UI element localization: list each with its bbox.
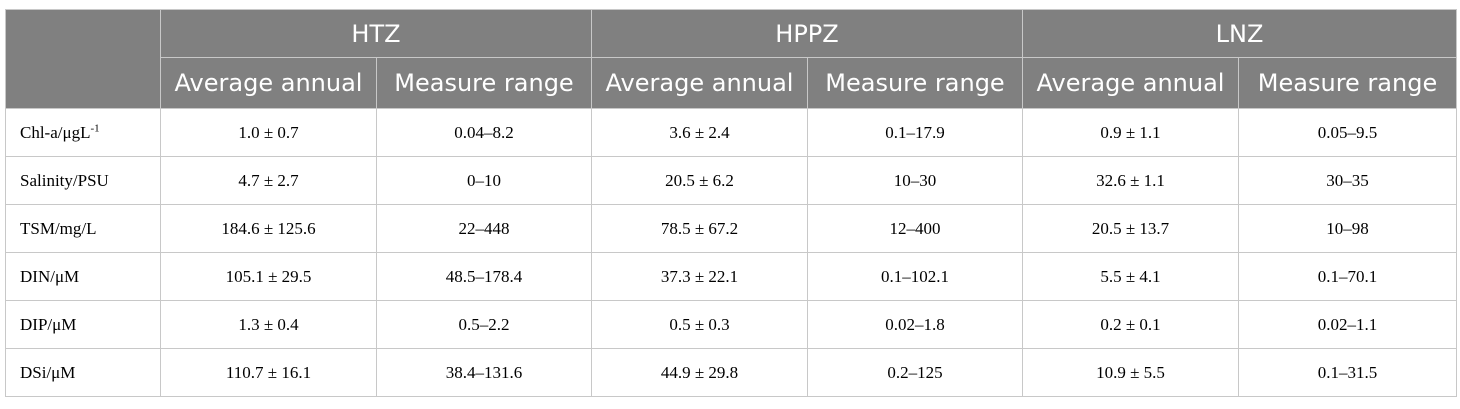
row-label-text: TSM/mg/L <box>20 218 97 238</box>
corner-cell <box>5 9 161 109</box>
table-cell: 0.02–1.1 <box>1237 300 1458 349</box>
row-label-text: Salinity/PSU <box>20 170 109 190</box>
table-cell: 0.5 ± 0.3 <box>591 300 808 349</box>
sub-header-htz-average: Average annual <box>160 57 377 109</box>
table-cell: 0.1–70.1 <box>1237 252 1458 301</box>
row-label-cell: Salinity/PSU <box>5 156 161 205</box>
table-cell: 48.5–178.4 <box>376 252 592 301</box>
row-label-cell: Chl-a/μgL-1 <box>5 108 161 157</box>
table-cell: 10–98 <box>1237 204 1458 253</box>
sub-header-hppz-range: Measure range <box>807 57 1023 109</box>
data-table: HTZ HPPZ LNZ Average annual Measure rang… <box>5 9 1458 397</box>
table-cell: 110.7 ± 16.1 <box>160 348 377 397</box>
sub-header-row: Average annual Measure range Average ann… <box>6 57 1458 109</box>
table-row: TSM/mg/L 184.6 ± 125.6 22–448 78.5 ± 67.2 12… <box>5 204 1458 253</box>
row-label-text: DIP/μM <box>20 314 77 334</box>
row-label: DIP/μM <box>20 315 76 334</box>
table-cell: 0–10 <box>376 156 592 205</box>
data-table-container: HTZ HPPZ LNZ Average annual Measure rang… <box>5 9 1458 397</box>
group-header-htz: HTZ <box>160 9 592 58</box>
row-label: DSi/μM <box>20 363 75 382</box>
table-row: DSi/μM 110.7 ± 16.1 38.4–131.6 44.9 ± 29.8 0… <box>5 348 1458 397</box>
row-label: Chl-a/μgL-1 <box>20 121 100 142</box>
table-cell: 10–30 <box>807 156 1023 205</box>
group-header-lnz: LNZ <box>1021 9 1458 58</box>
table-row: Salinity/PSU 4.7 ± 2.7 0–10 20.5 ± 6.2 10–30… <box>5 156 1458 205</box>
table-cell: 78.5 ± 67.2 <box>591 204 808 253</box>
row-label-text: DSi/μM <box>20 362 76 382</box>
table-cell: 0.1–17.9 <box>807 108 1023 157</box>
table-cell: 20.5 ± 6.2 <box>591 156 808 205</box>
table-row: DIP/μM 1.3 ± 0.4 0.5–2.2 0.5 ± 0.3 0.02–1.8 0… <box>5 300 1458 349</box>
table-cell: 0.2–125 <box>807 348 1023 397</box>
sub-header-lnz-range: Measure range <box>1237 57 1458 109</box>
table-cell: 0.9 ± 1.1 <box>1022 108 1239 157</box>
table-cell: 1.3 ± 0.4 <box>160 300 377 349</box>
table-cell: 38.4–131.6 <box>376 348 592 397</box>
sub-header-htz-range: Measure range <box>376 57 592 109</box>
table-cell: 5.5 ± 4.1 <box>1022 252 1239 301</box>
table-row: Chl-a/μgL-1 1.0 ± 0.7 0.04–8.2 3.6 ± 2.4 0.1… <box>5 108 1458 157</box>
table-cell: 30–35 <box>1237 156 1458 205</box>
table-cell: 0.05–9.5 <box>1237 108 1458 157</box>
row-label: DIN/μM <box>20 267 79 286</box>
sub-header-lnz-average: Average annual <box>1022 57 1239 109</box>
table-cell: 3.6 ± 2.4 <box>591 108 808 157</box>
group-header-row: HTZ HPPZ LNZ <box>5 9 1458 109</box>
row-label-text: DIN/μM <box>20 266 80 286</box>
row-label-superscript: -1 <box>90 121 100 134</box>
table-cell: 184.6 ± 125.6 <box>160 204 377 253</box>
row-label-cell: DIP/μM <box>5 300 161 349</box>
row-label-cell: DIN/μM <box>5 252 161 301</box>
table-cell: 44.9 ± 29.8 <box>591 348 808 397</box>
row-label: Salinity/PSU <box>20 171 109 190</box>
table-row: DIN/μM 105.1 ± 29.5 48.5–178.4 37.3 ± 22.1 0… <box>5 252 1458 301</box>
table-cell: 12–400 <box>807 204 1023 253</box>
table-cell: 0.1–31.5 <box>1237 348 1458 397</box>
table-cell: 105.1 ± 29.5 <box>160 252 377 301</box>
table-cell: 32.6 ± 1.1 <box>1022 156 1239 205</box>
table-cell: 20.5 ± 13.7 <box>1022 204 1239 253</box>
table-header: HTZ HPPZ LNZ Average annual Measure rang… <box>5 9 1458 109</box>
row-label-text: Chl-a/μgL <box>20 122 91 142</box>
table-cell: 10.9 ± 5.5 <box>1022 348 1239 397</box>
table-cell: 4.7 ± 2.7 <box>160 156 377 205</box>
group-header-hppz: HPPZ <box>591 9 1023 58</box>
table-cell: 0.04–8.2 <box>376 108 592 157</box>
table-cell: 0.5–2.2 <box>376 300 592 349</box>
table-cell: 0.02–1.8 <box>807 300 1023 349</box>
sub-header-hppz-average: Average annual <box>591 57 808 109</box>
table-cell: 1.0 ± 0.7 <box>160 108 377 157</box>
table-cell: 37.3 ± 22.1 <box>591 252 808 301</box>
row-label-cell: TSM/mg/L <box>5 204 161 253</box>
table-cell: 0.2 ± 0.1 <box>1022 300 1239 349</box>
row-label: TSM/mg/L <box>20 219 97 238</box>
table-cell: 22–448 <box>376 204 592 253</box>
row-label-cell: DSi/μM <box>5 348 161 397</box>
table-body: Chl-a/μgL-1 1.0 ± 0.7 0.04–8.2 3.6 ± 2.4 0.1… <box>5 108 1458 397</box>
table-cell: 0.1–102.1 <box>807 252 1023 301</box>
